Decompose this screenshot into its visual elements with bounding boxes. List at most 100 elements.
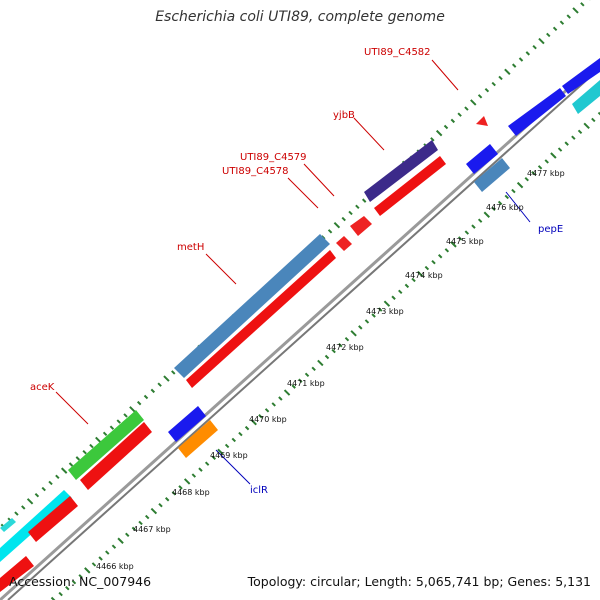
tick-mark xyxy=(358,325,363,330)
tick-mark xyxy=(525,51,531,56)
tick-mark xyxy=(125,532,130,538)
tick-mark xyxy=(171,491,177,496)
tick-mark xyxy=(111,544,117,549)
feature-track-lower xyxy=(168,144,510,458)
tick-mark xyxy=(444,248,450,253)
label-pepe: pepE xyxy=(538,224,563,235)
tick-mark xyxy=(298,378,303,383)
tick-mark xyxy=(350,330,357,337)
tick-mark xyxy=(464,106,469,111)
tick-mark xyxy=(21,505,26,510)
tick-mark xyxy=(355,204,360,209)
gene-iclr xyxy=(178,420,218,458)
tick-label: 4470 kbp xyxy=(249,415,287,424)
topology-text: Topology: circular; Length: 5,065,741 bp… xyxy=(247,574,591,589)
tick-mark xyxy=(538,37,545,45)
gene-feature xyxy=(374,156,446,216)
tick-mark xyxy=(157,382,162,387)
tick-mark xyxy=(518,57,524,62)
tick-label: 4471 kbp xyxy=(287,379,325,388)
tick-mark xyxy=(123,413,128,418)
tick-mark xyxy=(71,580,77,585)
tick-mark xyxy=(258,414,263,419)
tick-mark xyxy=(131,526,137,532)
label-uti89-c4582: UTI89_C4582 xyxy=(364,47,431,58)
tick-mark xyxy=(224,443,230,449)
tick-mark xyxy=(464,230,470,235)
tick-mark xyxy=(211,455,217,460)
label-meth: metH xyxy=(177,242,204,253)
tick-mark xyxy=(333,221,341,229)
gene-feature xyxy=(28,496,78,542)
tick-mark xyxy=(311,366,316,372)
tick-mark xyxy=(50,596,56,600)
tick-mark xyxy=(231,437,236,443)
tick-mark xyxy=(58,591,63,597)
tick-mark xyxy=(116,419,121,424)
tick-mark xyxy=(557,147,563,152)
tick-mark xyxy=(546,32,551,38)
gene-feature xyxy=(562,58,600,94)
tick-label: 4469 kbp xyxy=(210,451,248,460)
tick-mark xyxy=(264,408,270,413)
tick-mark xyxy=(511,188,516,194)
tick-mark xyxy=(550,152,557,159)
tick-mark xyxy=(417,270,424,278)
tick-mark xyxy=(566,14,571,19)
label-acek: aceK xyxy=(30,382,55,393)
tick-mark xyxy=(552,26,558,32)
tick-mark xyxy=(457,112,462,117)
tick-mark xyxy=(138,520,143,526)
backbone-line-bottom xyxy=(7,67,600,600)
tick-mark xyxy=(48,480,53,486)
tick-mark xyxy=(398,289,403,295)
tick-mark xyxy=(163,375,170,382)
tick-mark xyxy=(304,372,310,377)
tick-mark xyxy=(78,574,83,579)
tick-mark xyxy=(65,585,70,591)
tick-mark xyxy=(158,502,163,508)
tick-mark xyxy=(204,461,210,466)
tick-mark xyxy=(95,436,102,444)
gene-uti89-c4582 xyxy=(476,116,488,126)
tick-mark xyxy=(331,348,336,354)
tick-mark xyxy=(68,462,74,467)
tick-label: 4474 kbp xyxy=(405,271,443,280)
tick-mark xyxy=(431,259,436,265)
tick-mark xyxy=(250,418,257,426)
leader-yjbb xyxy=(353,117,385,151)
tick-label: 4476 kbp xyxy=(486,203,524,212)
leader-pepe xyxy=(505,191,531,223)
tick-mark xyxy=(14,511,19,516)
tick-mark xyxy=(89,443,94,449)
tick-mark xyxy=(572,7,579,14)
gene-pepe xyxy=(474,158,510,192)
tick-mark xyxy=(364,319,370,324)
tick-mark xyxy=(109,425,115,430)
tick-mark xyxy=(283,389,291,396)
tick-mark xyxy=(317,359,324,367)
tick-label: 4477 kbp xyxy=(527,169,565,178)
tick-mark xyxy=(411,277,416,283)
tick-mark xyxy=(483,211,491,218)
tick-mark xyxy=(244,425,250,431)
tick-mark xyxy=(371,313,376,318)
tick-mark xyxy=(91,562,97,567)
tick-mark xyxy=(291,384,296,389)
tick-mark xyxy=(532,45,537,50)
tick-mark xyxy=(484,87,490,93)
tick-mark xyxy=(84,567,91,574)
tick-mark xyxy=(26,498,34,505)
gene-uti89-c4579 xyxy=(336,236,352,251)
gene-uti89-c4578 xyxy=(350,216,372,236)
map-title: Escherichia coli UTI89, complete genome xyxy=(155,9,445,25)
tick-mark xyxy=(470,99,477,106)
tick-mark xyxy=(424,265,430,271)
tick-mark xyxy=(597,111,600,116)
tick-mark xyxy=(82,450,87,455)
gene-feature xyxy=(168,406,206,442)
gene-feature xyxy=(466,144,498,174)
tick-mark xyxy=(34,492,40,498)
tick-mark xyxy=(143,394,149,400)
